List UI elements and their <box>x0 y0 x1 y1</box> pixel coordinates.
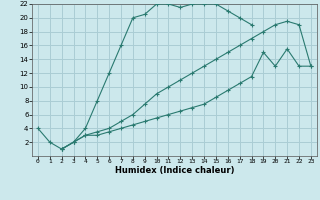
X-axis label: Humidex (Indice chaleur): Humidex (Indice chaleur) <box>115 166 234 175</box>
